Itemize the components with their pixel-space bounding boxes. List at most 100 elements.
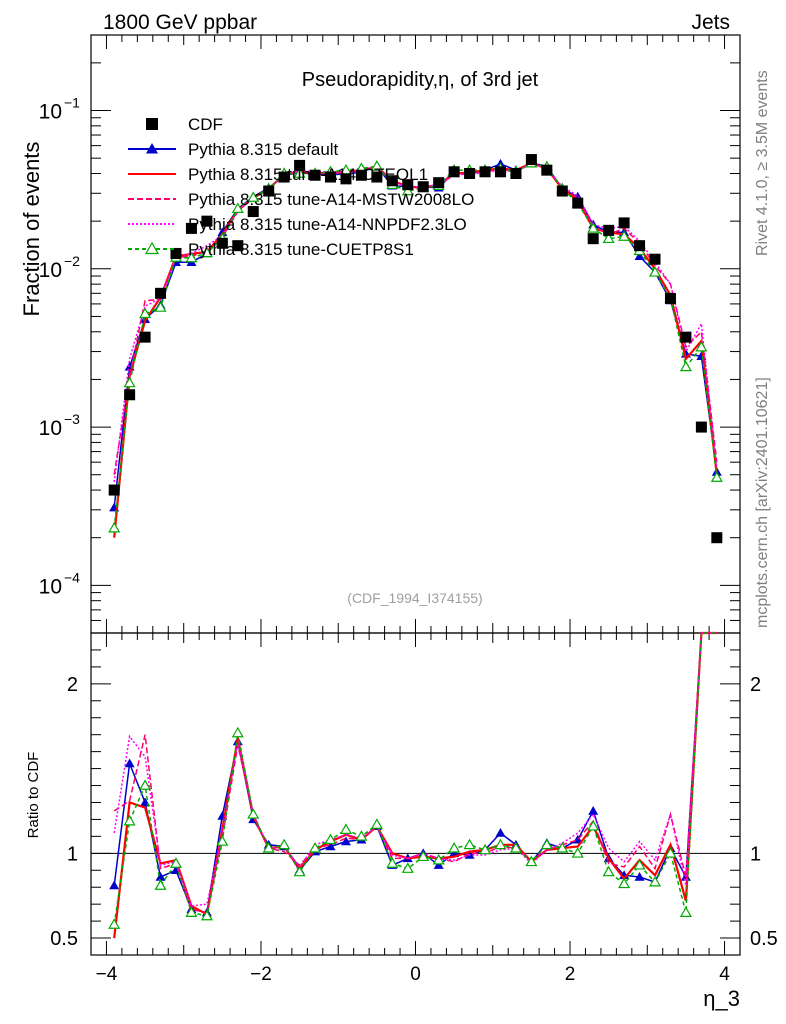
legend-label: Pythia 8.315 tune-A14-CTEQL1 <box>188 165 428 184</box>
x-tick-label: 2 <box>565 964 576 985</box>
open-triangle-marker <box>618 877 631 889</box>
data-point <box>108 484 120 496</box>
triangle-marker <box>340 836 351 846</box>
side-label-bottom: mcplots.cern.ch [arXiv:2401.10621] <box>754 377 771 628</box>
open-triangle-marker <box>540 838 553 850</box>
y-tick-label: 10 <box>39 575 62 598</box>
triangle-marker <box>124 758 135 768</box>
ratio-tick-label-left: 2 <box>67 674 78 696</box>
data-point <box>201 215 213 227</box>
data-point <box>185 222 197 234</box>
y-tick-exponent: −2 <box>64 253 80 269</box>
triangle-marker <box>634 872 645 881</box>
ratio-tick-label-right: 0.5 <box>750 928 778 950</box>
y-tick-exponent: −3 <box>64 411 80 427</box>
x-axis-label: η_3 <box>703 986 740 1011</box>
open-triangle-marker <box>648 266 662 277</box>
open-triangle-marker <box>648 875 662 887</box>
open-triangle-marker <box>679 906 692 917</box>
data-point <box>371 171 383 183</box>
open-triangle-marker <box>417 850 430 862</box>
data-point <box>340 173 352 185</box>
ratio-line-3 <box>113 632 717 907</box>
ratio-tick-label-left: 0.5 <box>50 928 78 950</box>
legend-label: Pythia 8.315 tune-A14-MSTW2008LO <box>188 190 474 209</box>
open-triangle-marker <box>247 191 260 202</box>
open-triangle-marker <box>587 222 600 233</box>
triangle-marker <box>588 805 599 815</box>
x-tick-label: −4 <box>96 964 118 985</box>
data-point <box>680 331 692 343</box>
legend-label: Pythia 8.315 default <box>188 140 339 159</box>
data-point <box>386 175 398 187</box>
main-axes-ticks: 10−410−310−210−1 <box>39 35 741 634</box>
open-triangle-marker <box>633 858 646 870</box>
legend-label: CDF <box>188 115 223 134</box>
y-tick-label: 10 <box>39 101 62 124</box>
open-triangle-marker <box>139 307 152 319</box>
triangle-marker <box>109 880 120 890</box>
open-triangle-marker <box>355 830 368 841</box>
open-triangle-marker <box>618 230 631 241</box>
header-right: Jets <box>691 11 730 34</box>
side-label-top: Rivet 4.1.0, ≥ 3.5M events <box>754 70 771 256</box>
data-point <box>479 166 491 178</box>
open-triangle-marker <box>293 865 306 877</box>
data-point <box>448 166 460 178</box>
watermark: (CDF_1994_I374155) <box>347 590 482 606</box>
open-triangle-marker <box>108 918 121 929</box>
open-triangle-marker <box>123 814 136 826</box>
open-triangle-marker <box>432 853 445 865</box>
open-triangle-marker <box>144 241 160 255</box>
open-triangle-marker <box>293 167 306 178</box>
open-triangle-marker <box>664 847 677 858</box>
open-triangle-marker <box>463 838 476 850</box>
ratio-line-4 <box>113 632 717 925</box>
open-triangle-marker <box>679 360 692 372</box>
open-triangle-marker <box>370 818 383 829</box>
ratio-y-axis-label: Ratio to CDF <box>25 752 42 839</box>
open-triangle-marker <box>200 909 213 921</box>
data-point <box>139 331 151 343</box>
open-triangle-marker <box>216 835 229 846</box>
data-point <box>155 287 167 299</box>
open-triangle-marker <box>185 906 198 917</box>
open-triangle-marker <box>370 159 383 171</box>
data-point <box>603 224 615 236</box>
open-triangle-marker <box>278 838 291 850</box>
y-tick-exponent: −1 <box>64 95 80 111</box>
open-triangle-marker <box>247 808 260 819</box>
data-point <box>541 164 553 176</box>
data-point <box>278 171 290 183</box>
open-triangle-marker <box>185 251 198 263</box>
data-point <box>618 217 630 229</box>
open-triangle-marker <box>602 865 615 877</box>
data-point <box>170 247 182 259</box>
series-line-2 <box>113 161 718 475</box>
data-point <box>494 166 506 178</box>
open-triangle-marker <box>262 842 275 853</box>
data-point <box>433 177 445 189</box>
ratio-axes-ticks: −4 −2 0 2 4 0.5 0.5 1 1 2 2 <box>50 632 778 985</box>
data-point <box>510 168 522 180</box>
data-point <box>232 240 244 252</box>
triangle-marker <box>325 841 336 851</box>
ratio-tick-label-right: 2 <box>750 674 761 696</box>
open-triangle-marker <box>479 843 492 855</box>
x-tick-label: 0 <box>410 964 421 985</box>
open-triangle-marker <box>154 879 167 890</box>
open-triangle-marker <box>123 376 136 388</box>
data-point <box>695 421 707 433</box>
y-tick-exponent: −4 <box>64 569 80 585</box>
open-triangle-marker <box>602 232 615 244</box>
open-triangle-marker <box>448 842 461 853</box>
chart-title: Pseudorapidity,η, of 3rd jet <box>302 69 539 91</box>
x-tick-label: 4 <box>719 964 730 985</box>
open-triangle-marker <box>169 857 183 868</box>
legend: CDF Pythia 8.315 default Pythia 8.315 tune… <box>128 115 474 259</box>
data-point <box>294 159 306 171</box>
open-triangle-marker <box>509 842 522 853</box>
open-triangle-marker <box>494 838 507 850</box>
open-triangle-marker <box>139 779 152 790</box>
